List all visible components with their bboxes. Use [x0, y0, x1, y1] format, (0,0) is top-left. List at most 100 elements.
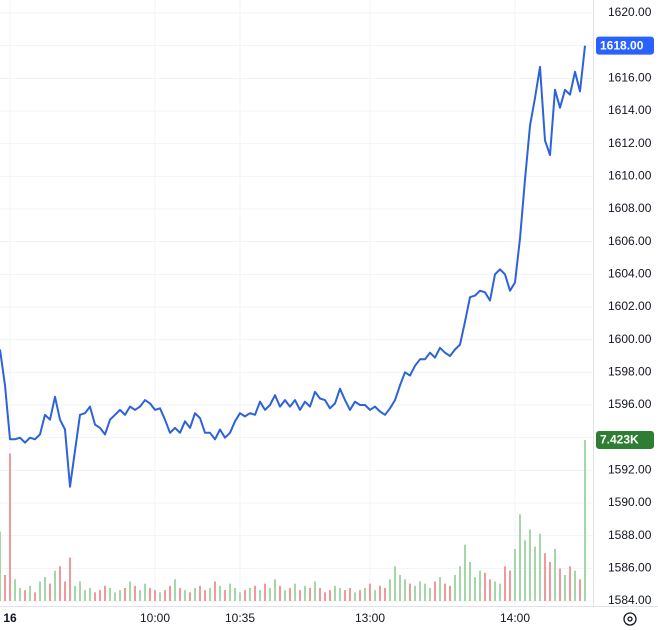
volume-bar — [19, 587, 21, 601]
volume-bar — [144, 583, 146, 601]
x-tick-label: 10:35 — [225, 611, 255, 625]
volume-bar — [504, 566, 506, 601]
volume-bar — [309, 587, 311, 601]
volume-bar — [154, 590, 156, 601]
y-tick-label: 1616.00 — [608, 71, 652, 85]
volume-bar — [104, 585, 106, 601]
x-tick-label: 13:00 — [355, 611, 385, 625]
volume-bar — [419, 581, 421, 601]
volume-bar — [404, 579, 406, 601]
volume-bar — [379, 585, 381, 601]
volume-bar — [214, 581, 216, 601]
volume-bar — [64, 581, 66, 601]
volume-bar — [549, 561, 551, 601]
last-value-badge — [596, 430, 654, 449]
volume-bar — [264, 583, 266, 601]
volume-bar — [369, 583, 371, 601]
volume-bar — [494, 581, 496, 601]
volume-bar — [434, 581, 436, 601]
volume-bar — [134, 585, 136, 601]
volume-bar — [539, 533, 541, 601]
volume-bar — [169, 585, 171, 601]
volume-bar — [444, 583, 446, 601]
settings-button[interactable] — [623, 612, 637, 626]
volume-bar — [524, 540, 526, 601]
volume-bar — [459, 566, 461, 601]
volume-bar — [69, 557, 71, 601]
x-tick-label: 16 — [3, 611, 17, 625]
volume-bar — [354, 592, 356, 601]
volume-bar — [34, 592, 36, 601]
volume-bar — [424, 583, 426, 601]
price-layer — [0, 45, 586, 488]
volume-bar — [9, 453, 11, 601]
volume-bar — [269, 587, 271, 601]
volume-bar — [449, 585, 451, 601]
volume-bar — [439, 577, 441, 601]
volume-bar — [324, 592, 326, 601]
volume-bar — [294, 583, 296, 601]
gear-icon[interactable] — [623, 612, 637, 626]
volume-bar — [479, 570, 481, 601]
volume-bar — [219, 585, 221, 601]
price-line — [0, 45, 586, 488]
volume-bar — [49, 583, 51, 601]
volume-bar — [304, 585, 306, 601]
volume-bar — [239, 592, 241, 601]
y-tick-label: 1612.00 — [608, 136, 652, 150]
volume-bar — [299, 590, 301, 601]
volume-bar — [244, 590, 246, 601]
volume-bar — [554, 548, 556, 601]
volume-bar — [414, 585, 416, 601]
y-tick-label: 1604.00 — [608, 267, 652, 281]
x-tick-label: 14:00 — [500, 611, 530, 625]
volume-bar — [229, 583, 231, 601]
last-value-label: 1618.00 — [600, 38, 644, 52]
last-value-badge — [596, 36, 654, 55]
volume-bar — [484, 572, 486, 601]
volume-bar — [94, 592, 96, 601]
volume-bar — [499, 583, 501, 601]
volume-bar — [0, 531, 1, 601]
y-tick-label: 1610.00 — [608, 169, 652, 183]
y-tick-label: 1596.00 — [608, 397, 652, 411]
volume-layer — [0, 439, 586, 601]
volume-bar — [79, 581, 81, 601]
volume-bar — [384, 587, 386, 601]
volume-bar — [364, 587, 366, 601]
volume-bar — [574, 570, 576, 601]
gear-center[interactable] — [627, 616, 633, 622]
volume-bar — [374, 590, 376, 601]
volume-bar — [109, 587, 111, 601]
y-tick-label: 1620.00 — [608, 5, 652, 19]
volume-bar — [334, 585, 336, 601]
volume-bar — [359, 590, 361, 601]
volume-bar — [529, 529, 531, 601]
volume-bar — [349, 587, 351, 601]
y-tick-label: 1602.00 — [608, 299, 652, 313]
volume-bar — [319, 587, 321, 601]
volume-bar — [579, 579, 581, 601]
volume-bar — [164, 590, 166, 601]
volume-bar — [559, 568, 561, 601]
volume-bar — [209, 587, 211, 601]
volume-bar — [544, 553, 546, 601]
volume-bar — [344, 590, 346, 601]
volume-bar — [114, 592, 116, 601]
volume-bar — [179, 587, 181, 601]
x-tick-label: 10:00 — [140, 611, 170, 625]
volume-bar — [469, 561, 471, 601]
volume-bar — [14, 579, 16, 601]
volume-bar — [564, 574, 566, 601]
volume-bar — [24, 590, 26, 601]
volume-bar — [139, 590, 141, 601]
volume-bar — [279, 585, 281, 601]
y-tick-label: 1600.00 — [608, 332, 652, 346]
volume-bar — [189, 592, 191, 601]
volume-bar — [254, 585, 256, 601]
volume-bar — [249, 587, 251, 601]
volume-bar — [84, 590, 86, 601]
volume-bar — [159, 592, 161, 601]
volume-bar — [329, 590, 331, 601]
volume-bar — [474, 577, 476, 601]
